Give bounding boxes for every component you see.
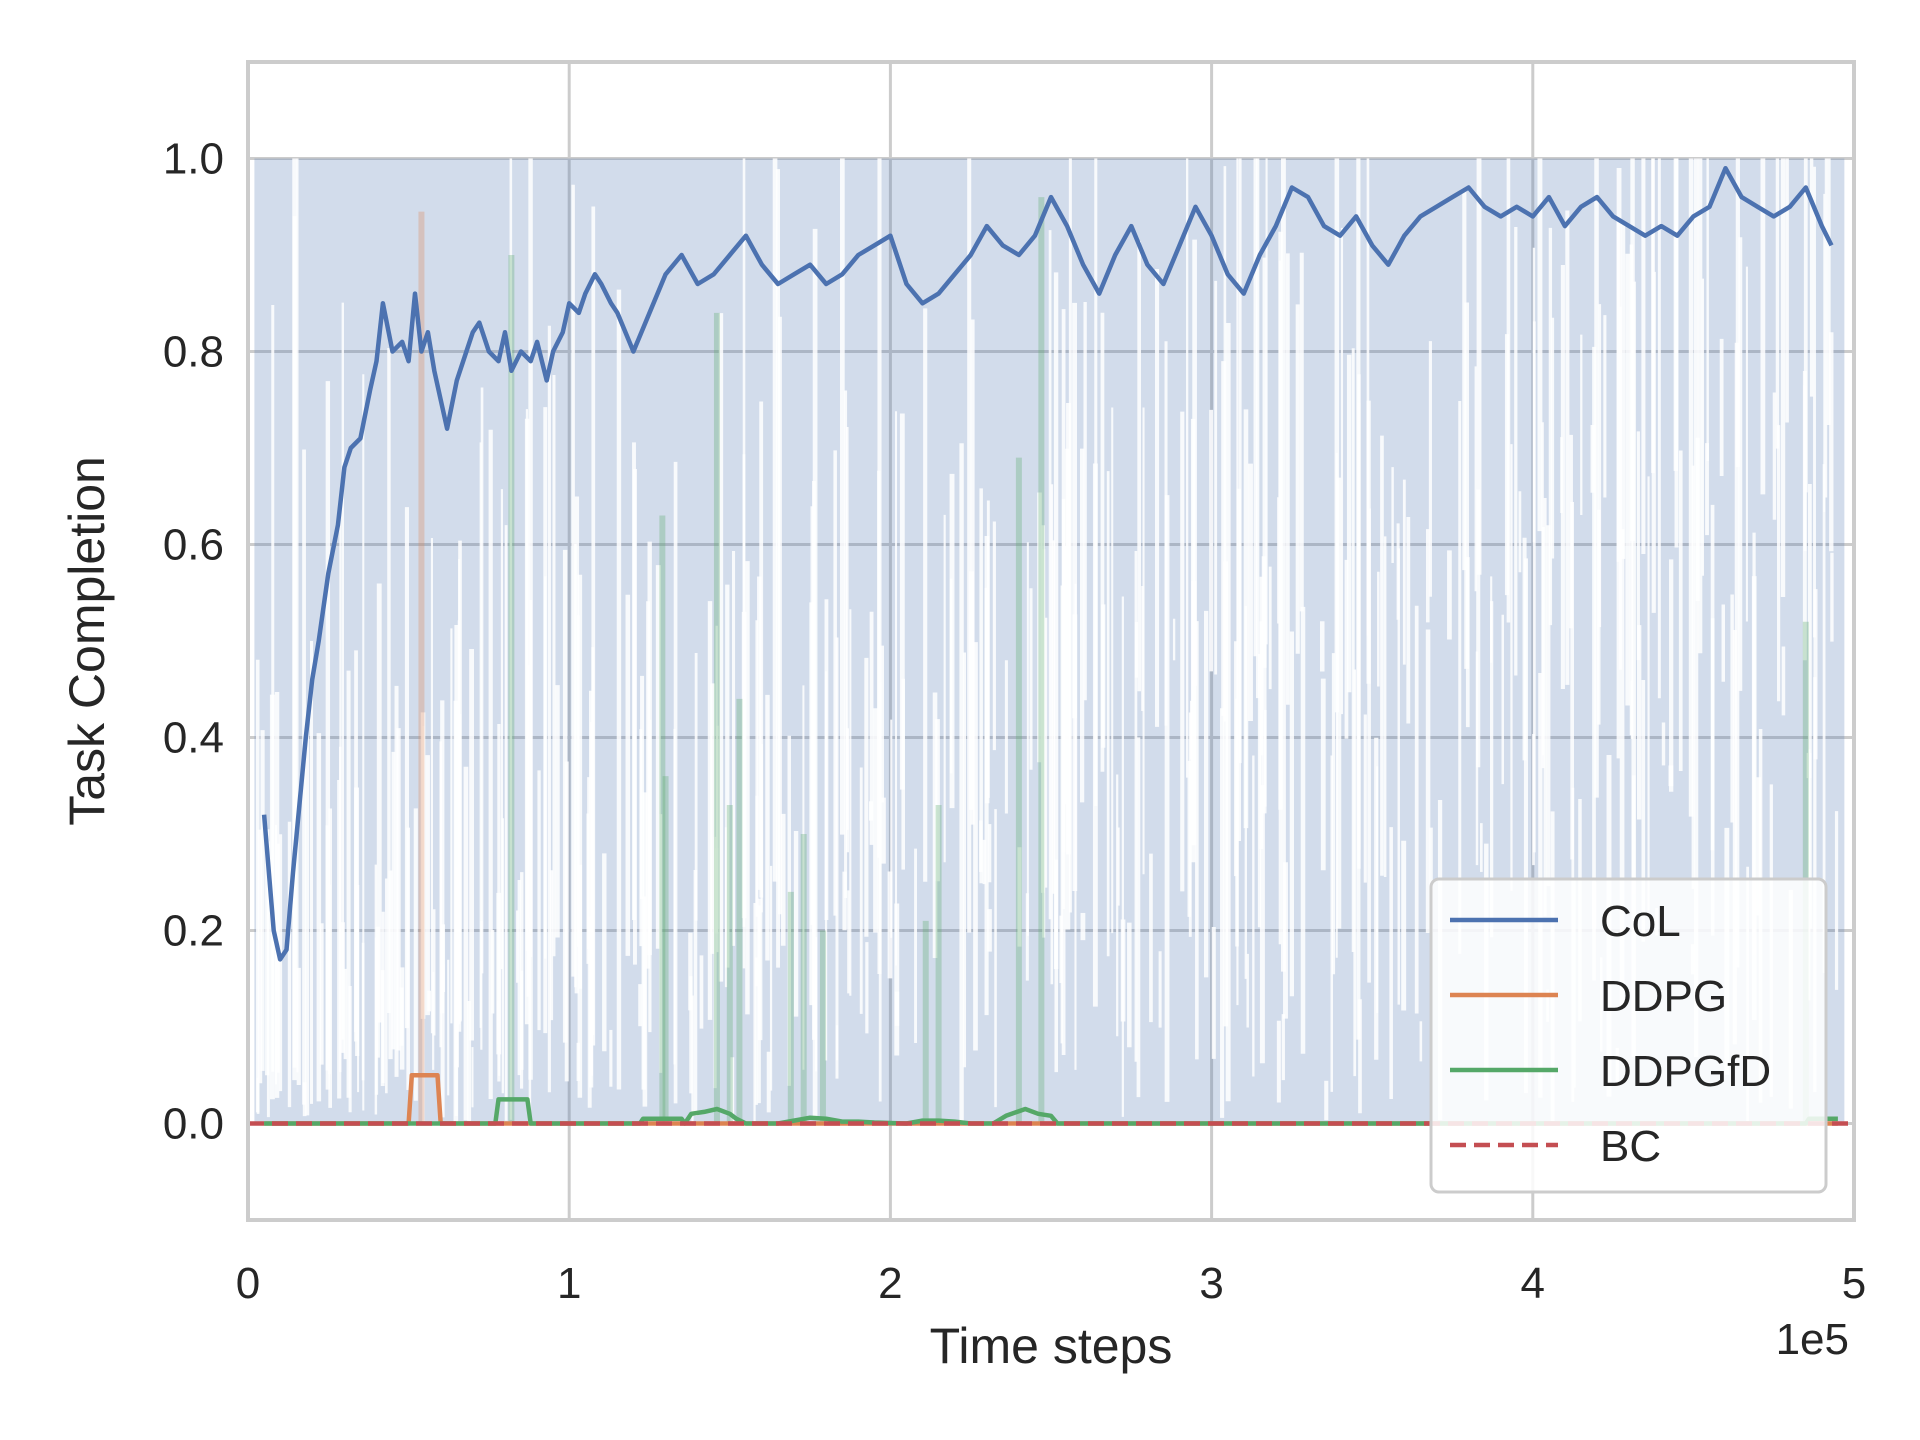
series-line-col <box>261 165 1834 962</box>
legend: CoL DDPG DDPGfD BC <box>1429 877 1828 1194</box>
x-tick-label: 3 <box>1199 1259 1223 1308</box>
x-tick-labels: 0 1 2 3 4 5 <box>236 1259 1866 1308</box>
x-tick-label: 0 <box>236 1259 260 1308</box>
y-tick-label: 0.8 <box>163 328 224 377</box>
y-tick-label: 0.6 <box>163 521 224 570</box>
x-multiplier-label: 1e5 <box>1776 1315 1849 1364</box>
x-tick-label: 1 <box>557 1259 581 1308</box>
legend-label-ddpg: DDPG <box>1600 972 1727 1021</box>
y-tick-label: 0.2 <box>163 907 224 956</box>
legend-box <box>1429 877 1828 1194</box>
legend-label-ddpgfd: DDPGfD <box>1600 1047 1771 1096</box>
y-tick-labels: 0.0 0.2 0.4 0.6 0.8 1.0 <box>163 135 224 1149</box>
y-axis-label: Task Completion <box>59 456 115 826</box>
spikes-layer <box>418 197 1809 1124</box>
series-lines <box>248 165 1854 1126</box>
series-line-ddpgfd <box>264 1097 1838 1126</box>
x-axis-label: Time steps <box>930 1318 1173 1374</box>
col-variance-band <box>254 158 1845 1124</box>
legend-label-bc: BC <box>1600 1122 1661 1171</box>
y-tick-label: 1.0 <box>163 135 224 184</box>
y-tick-label: 0.0 <box>163 1100 224 1149</box>
x-tick-label: 5 <box>1842 1259 1866 1308</box>
x-tick-label: 2 <box>878 1259 902 1308</box>
legend-label-col: CoL <box>1600 897 1681 946</box>
x-tick-label: 4 <box>1521 1259 1545 1308</box>
y-tick-label: 0.4 <box>163 714 224 763</box>
plot-frame <box>246 60 1856 1222</box>
